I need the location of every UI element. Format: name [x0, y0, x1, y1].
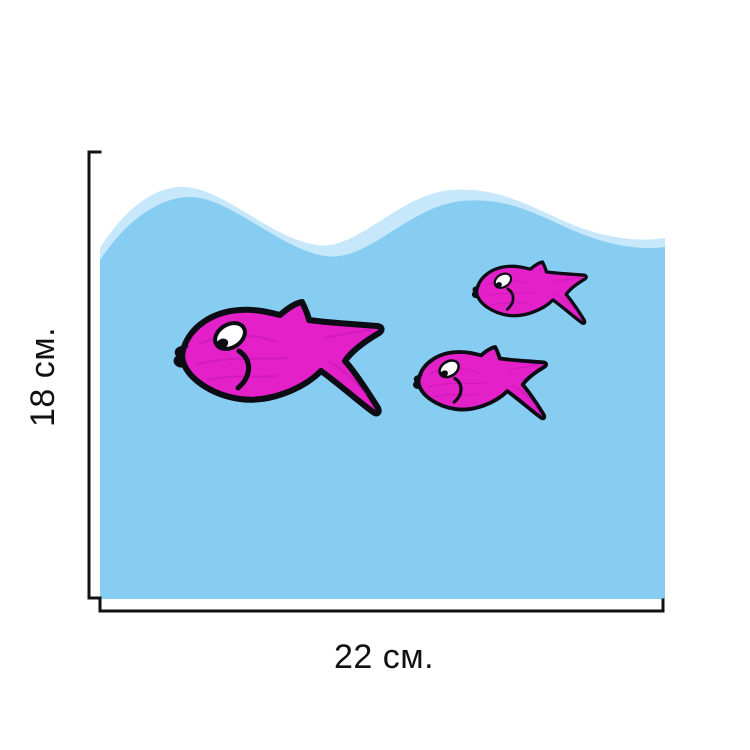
- dimension-lines: [87, 150, 665, 613]
- water: [100, 196, 665, 600]
- height-label: 18 см.: [24, 327, 62, 427]
- width-label: 22 см.: [334, 638, 434, 676]
- height-dimension-bracket: [87, 150, 102, 600]
- width-dimension-bracket: [98, 598, 665, 613]
